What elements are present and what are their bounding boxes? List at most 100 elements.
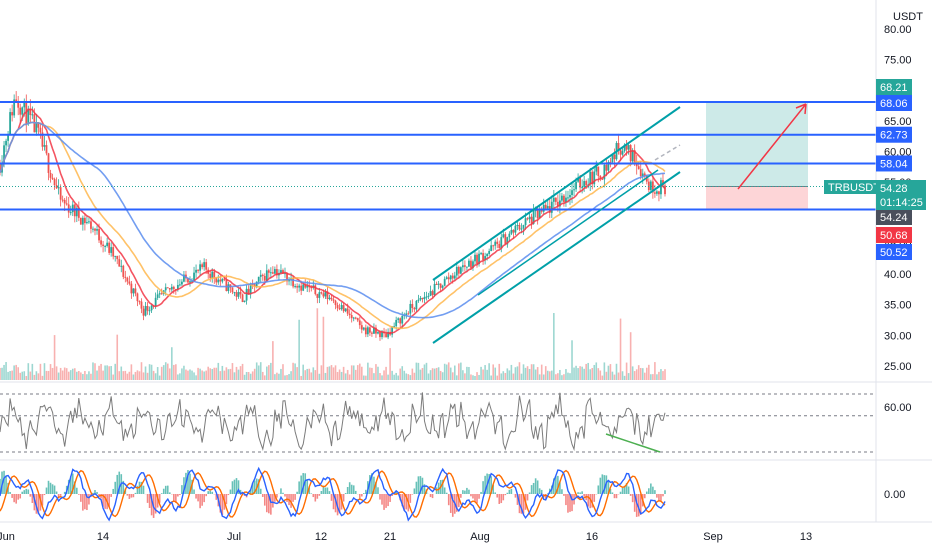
macd-histogram-bar [417,476,420,494]
macd-histogram-bar [413,488,416,494]
volume-bar [312,367,315,380]
volume-bar [288,374,290,380]
volume-bar [53,335,56,380]
symbol-price-tag[interactable]: TRBUSDT 54.28 01:14:25 [824,180,926,210]
candle-body [569,194,571,198]
volume-bar [33,374,36,380]
volume-bar [623,375,626,380]
time-axis[interactable]: Jun 14 Jul 12 21 Aug 16 Sep 13 [0,521,932,543]
macd-pane[interactable] [0,466,666,522]
macd-histogram-bar [474,494,476,503]
volume-bar [282,364,284,380]
candle-body [401,315,404,324]
candle-body [306,285,309,288]
rsi-pane[interactable] [0,392,876,453]
candle-body [524,218,527,226]
candle-body [639,169,642,177]
candle-body [316,294,319,298]
macd-histogram-bar [581,491,583,494]
volume-bar [128,371,131,380]
candle-body [17,102,20,108]
target-arrow[interactable] [737,103,807,190]
candle-body [94,228,96,231]
macd-histogram-bar [235,478,238,494]
volume-bar [403,370,406,380]
volume-bar [377,366,379,380]
volume-bar [336,371,339,380]
volume-bar [318,373,321,380]
macd-histogram-bar [538,488,541,494]
macd-histogram-bar [431,494,434,499]
volume-bar [496,375,499,380]
volume-bar [203,371,205,380]
volume-bar [393,374,395,380]
macd-histogram-bar [189,473,191,494]
volume-bar [59,367,62,380]
candle-body [468,260,470,267]
volume-bar [39,363,42,380]
candle-body [348,313,351,316]
symbol-label: TRBUSDT [828,182,880,194]
horizontal-levels[interactable] [0,101,876,211]
trend-channel[interactable] [432,106,681,344]
candle-body [399,318,402,324]
macd-histogram-bar [373,476,375,494]
volume-bar [55,366,58,380]
macd-histogram-bar [160,493,163,494]
candle-body [199,264,202,271]
candle-body [352,317,355,319]
macd-histogram-bar [76,487,78,494]
volume-bar [561,375,563,380]
channel-mid-line[interactable] [477,169,659,296]
candle-body [158,293,161,295]
rsi-line [0,392,666,452]
macd-histogram-bar [67,479,70,494]
macd-histogram-bar [334,494,337,513]
macd-histogram-bar [193,489,195,494]
candle-body [29,108,32,115]
candle-body [65,203,68,205]
volume-bar [411,368,414,380]
price-pane[interactable] [0,91,876,380]
macd-histogram-bar [239,489,242,494]
arrow-shaft[interactable] [737,103,807,190]
candle-body [195,269,197,273]
macd-histogram-bar [215,494,218,500]
channel-upper-line[interactable] [432,106,681,281]
macd-histogram-bar [502,494,505,501]
divergence-line[interactable] [605,433,661,453]
macd-histogram-bar [354,490,357,494]
macd-histogram-bar [350,484,353,494]
macd-histogram-bar [261,494,264,497]
volume-bar [82,374,84,380]
macd-histogram-bar [98,494,100,497]
candle-body [506,237,509,245]
channel-lower-line[interactable] [432,171,681,344]
candle-body [542,204,545,212]
macd-histogram-bar [363,493,365,494]
macd-histogram-bar [522,494,525,514]
candle-body [19,107,22,115]
volume-bar [470,374,472,380]
macd-histogram-bar [385,494,387,508]
macd-histogram-bar [116,474,119,494]
candle-body [187,278,189,283]
macd-histogram-bar [520,494,523,514]
volume-bar [316,308,319,380]
volume-bar [227,369,230,380]
macd-histogram-bar [284,494,286,497]
macd-histogram-bar [203,494,205,503]
volume-bar [502,371,505,380]
macd-histogram-bar [294,494,296,500]
volume-bar [90,373,92,380]
macd-histogram-bar [579,492,581,494]
volume-bar [146,372,149,380]
volume-bar [98,365,100,380]
volume-bar [100,363,102,380]
candle-body [304,284,307,288]
volume-bar [15,364,17,380]
symbol-label-box [824,180,876,194]
candle-body [379,332,381,338]
